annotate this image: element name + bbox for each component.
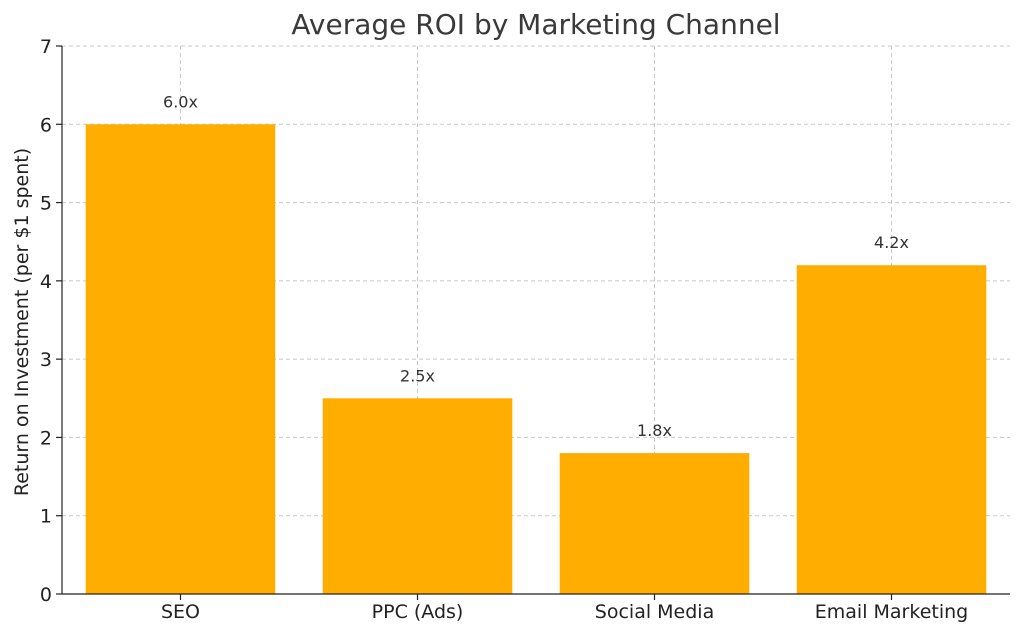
y-tick-label: 6 [40, 114, 52, 136]
data-label: 1.8x [637, 421, 672, 440]
y-axis-label: Return on Investment (per $1 spent) [11, 148, 33, 496]
x-axis-ticks: SEO PPC (Ads) Social Media Email Marketing [161, 594, 968, 623]
data-label: 2.5x [400, 366, 435, 385]
data-labels: 6.0x 2.5x 1.8x 4.2x [163, 92, 909, 440]
chart-title: Average ROI by Marketing Channel [291, 8, 780, 41]
bar-seo [85, 124, 276, 595]
x-tick-label: Email Marketing [815, 601, 968, 623]
y-tick-label: 2 [40, 427, 52, 449]
x-tick-label: PPC (Ads) [372, 601, 464, 623]
x-tick-label: Social Media [595, 601, 714, 623]
x-tick-label: SEO [161, 601, 200, 623]
bar-email-marketing [796, 265, 987, 594]
bar-ppc-ads [322, 398, 513, 594]
y-tick-label: 1 [40, 506, 52, 528]
y-tick-label: 0 [40, 584, 52, 606]
y-tick-label: 5 [40, 193, 52, 215]
data-label: 4.2x [874, 233, 909, 252]
data-label: 6.0x [163, 92, 198, 111]
axes [61, 46, 1010, 595]
bars [85, 124, 987, 595]
y-tick-label: 7 [40, 36, 52, 58]
bar-social-media [559, 453, 750, 594]
y-tick-label: 4 [40, 271, 52, 293]
y-tick-label: 3 [40, 349, 52, 371]
y-axis-ticks: 0 1 2 3 4 5 6 7 [40, 36, 62, 606]
